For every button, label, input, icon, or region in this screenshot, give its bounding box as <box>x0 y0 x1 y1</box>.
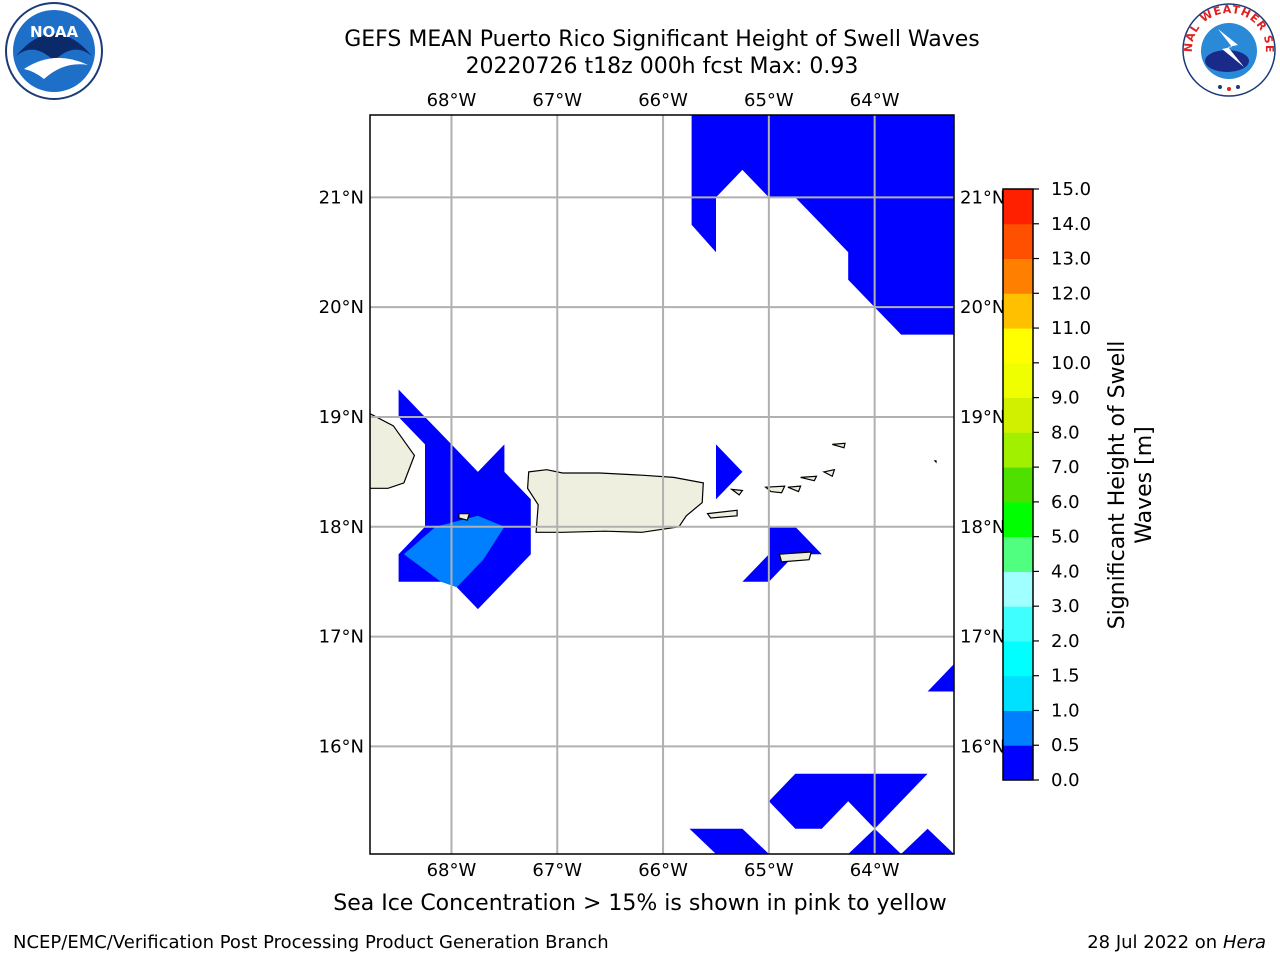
land-sombrero <box>933 460 937 464</box>
graticule <box>370 115 954 854</box>
map-subtitle: 20220726 t18z 000h fcst Max: 0.93 <box>465 54 859 79</box>
lat-label-right: 20°N <box>960 297 1005 318</box>
noaa-logo-text: NOAA <box>30 23 79 41</box>
land-st-croix <box>778 551 813 563</box>
land-tortola <box>800 475 818 482</box>
land-puerto-rico <box>526 469 704 533</box>
map-tick-labels: 68°W 68°W 67°W 67°W 66°W 66°W 65°W 65°W 64°W 64°W… <box>319 90 1006 881</box>
map-frame <box>369 114 955 855</box>
national-weather-service-logo: NATIONAL WEATHER SERVICE <box>1178 1 1276 97</box>
lon-label-bottom: 67°W <box>532 860 582 881</box>
lat-label-right: 19°N <box>960 407 1005 428</box>
credit-line: NCEP/EMC/Verification Post Processing Pr… <box>13 932 609 953</box>
lon-label-top: 66°W <box>638 90 688 111</box>
coastlines <box>370 413 937 563</box>
swell-field-0.0-0.5-6 <box>689 828 769 854</box>
lat-label-right: 17°N <box>960 627 1005 648</box>
lon-label-top: 67°W <box>532 90 582 111</box>
noaa-logo: NOAA <box>5 2 103 100</box>
land-st-john <box>787 485 802 493</box>
land-anegada <box>832 442 846 449</box>
lat-label-left: 21°N <box>319 187 364 208</box>
run-date: 28 Jul 2022 on Hera <box>1087 932 1266 954</box>
lat-label-right: 18°N <box>960 517 1005 538</box>
land-virgin-gorda <box>822 468 836 478</box>
lat-label-right: 21°N <box>960 187 1005 208</box>
lat-label-left: 19°N <box>319 407 364 428</box>
lon-label-top: 64°W <box>850 90 900 111</box>
land-mona <box>458 512 471 521</box>
sea-ice-note: Sea Ice Concentration > 15% is shown in … <box>333 891 947 916</box>
lon-label-bottom: 66°W <box>638 860 688 881</box>
map-title: GEFS MEAN Puerto Rico Significant Height… <box>344 27 980 52</box>
lat-label-left: 20°N <box>319 297 364 318</box>
lon-label-bottom: 65°W <box>744 860 794 881</box>
run-system: Hera <box>1222 932 1266 953</box>
lat-label-left: 16°N <box>319 736 364 757</box>
swell-field-0.0-0.5-2 <box>716 444 743 500</box>
lat-label-right: 16°N <box>960 736 1005 757</box>
swell-field-0.0-0.5-4 <box>927 664 954 692</box>
swell-field-0.0-0.5-5 <box>768 773 928 829</box>
swell-field-0.0-0.5-0 <box>691 115 954 335</box>
lon-label-top: 68°W <box>427 90 477 111</box>
swell-field-0.5-1.0-0 <box>403 515 505 588</box>
lon-label-bottom: 68°W <box>427 860 477 881</box>
land-vieques <box>706 509 738 519</box>
lon-label-bottom: 64°W <box>850 860 900 881</box>
lat-label-left: 17°N <box>319 627 364 648</box>
run-date-text: 28 Jul 2022 on <box>1087 932 1223 953</box>
land-culebra <box>729 488 744 496</box>
lat-label-left: 18°N <box>319 517 364 538</box>
swell-field-0.0-0.5-8 <box>901 828 954 854</box>
land-hispaniola <box>370 413 416 489</box>
swell-height-fields <box>398 115 954 854</box>
lon-label-top: 65°W <box>744 90 794 111</box>
